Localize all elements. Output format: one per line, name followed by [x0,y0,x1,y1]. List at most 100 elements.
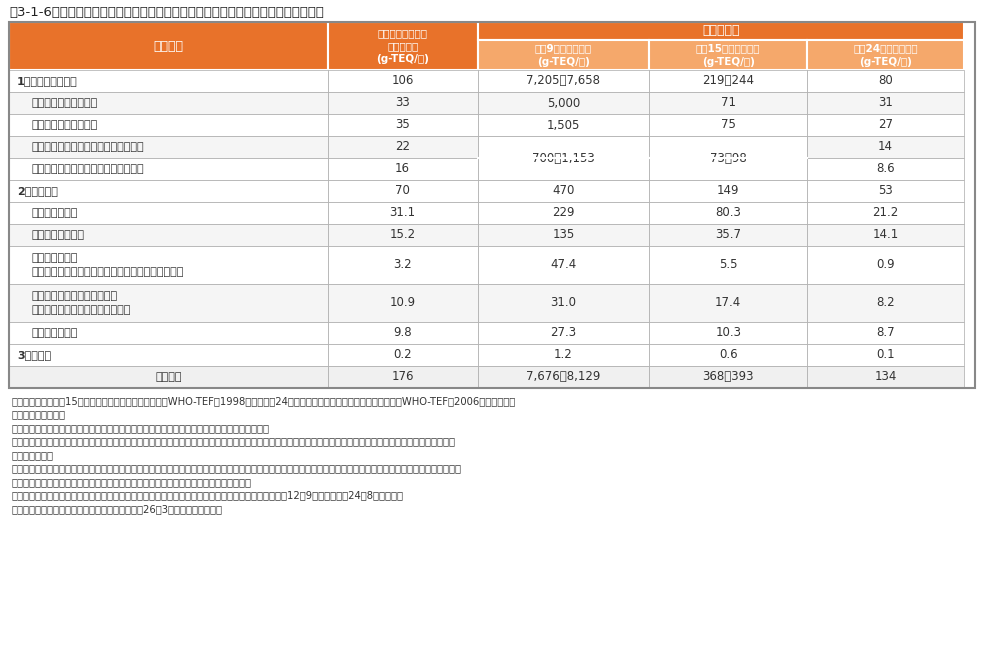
Text: 700～1,153: 700～1,153 [532,140,595,154]
Bar [9,202,328,224]
Bar [477,70,649,92]
Bar [328,114,477,136]
Bar [477,322,649,344]
Text: 73～98: 73～98 [709,151,747,164]
Bar [807,158,964,180]
Text: ⑷アルミニウム合金製造施設
　（焙焼炉、溶解炉及び乾燥炉）: ⑷アルミニウム合金製造施設 （焙焼炉、溶解炉及び乾燥炉） [31,291,130,315]
Text: ⑸その他の施設: ⑸その他の施設 [31,328,78,338]
Bar [807,92,964,114]
Bar [9,366,328,388]
Text: 合　　計: 合 計 [155,372,182,382]
Text: 平成24年における量
(g-TEQ/年): 平成24年における量 (g-TEQ/年) [853,43,918,67]
Bar [328,22,477,70]
Text: 1,505: 1,505 [547,119,581,132]
Bar [328,284,477,322]
Bar [649,224,807,246]
Text: 8.7: 8.7 [877,326,895,339]
Text: ３：前回計画までは、小型廃棄物焼却炉等については、特別法規制対象及び対象外を一括して目標を設定していたが、今回から両者を区分して目標を設定すること: ３：前回計画までは、小型廃棄物焼却炉等については、特別法規制対象及び対象外を一括… [11,437,455,447]
Text: 149: 149 [717,184,739,197]
Bar [9,284,328,322]
Text: 70: 70 [396,184,410,197]
Text: 27: 27 [878,119,893,132]
Bar [477,224,649,246]
Bar [9,70,328,92]
Bar [807,224,964,246]
Text: とした。: とした。 [11,450,53,460]
Bar [477,180,649,202]
Bar [328,70,477,92]
Text: 15.2: 15.2 [390,228,415,241]
Text: ⑴製鋼用電気炉: ⑴製鋼用電気炉 [31,208,78,218]
Text: で表示した。: で表示した。 [11,410,65,419]
Bar [649,158,807,180]
Text: 9.8: 9.8 [394,326,412,339]
Text: ⑶小型廃棄物焼却炉等（法規制対象）: ⑶小型廃棄物焼却炉等（法規制対象） [31,142,144,152]
Text: 7,676～8,129: 7,676～8,129 [526,371,600,384]
Bar [328,92,477,114]
Bar [649,114,807,136]
Text: 80.3: 80.3 [715,206,741,219]
Text: 推計排出量: 推計排出量 [703,25,740,38]
Bar [477,158,649,180]
Bar [807,70,964,92]
Text: 176: 176 [392,371,414,384]
Text: 134: 134 [875,371,896,384]
Text: 2　産業分野: 2 産業分野 [17,186,58,196]
Bar [477,136,649,158]
Text: ⑵産業廃棄物焼却施設: ⑵産業廃棄物焼却施設 [31,120,97,130]
Text: 21.2: 21.2 [873,206,898,219]
Text: 標設定対象から除外した（このため、過去の推計排出量にも算入していない。）。: 標設定対象から除外した（このため、過去の推計排出量にも算入していない。）。 [11,477,251,487]
Bar [9,22,975,388]
Text: ⑵鉄鋼業焼結施設: ⑵鉄鋼業焼結施設 [31,230,84,240]
Bar [9,92,328,114]
Bar [649,202,807,224]
Bar [477,136,649,180]
Text: ２：削減目標量は、排出ガス及び排水中のダイオキシン類削減措置を講じた後の排出量の値。: ２：削減目標量は、排出ガス及び排水中のダイオキシン類削減措置を講じた後の排出量の… [11,423,269,433]
Bar [807,114,964,136]
Text: 17.4: 17.4 [715,297,741,310]
Bar [9,158,328,180]
Bar [9,22,328,70]
Text: 注１：平成９年及び15年の排出量は毒性等価係数としてWHO-TEF（1998）を、平成24年の排出量及び削減目標量は可能な範囲でWHO-TEF（2006）を用い: 注１：平成９年及び15年の排出量は毒性等価係数としてWHO-TEF（1998）を… [11,396,516,406]
Bar [477,246,649,284]
Bar [807,180,964,202]
Text: 47.4: 47.4 [550,258,577,271]
Text: 80: 80 [879,75,893,88]
Bar [649,344,807,366]
Text: 3.2: 3.2 [394,258,412,271]
Bar [807,202,964,224]
Text: 10.9: 10.9 [390,297,415,310]
Text: 0.6: 0.6 [719,349,737,361]
Text: 75: 75 [720,119,736,132]
Bar [477,366,649,388]
Text: 資料：「我が国における事業活動に伴い排出されるダイオキシン類の量を削減するための計画」（平成12年9月制定、平成24年8月変更）、: 資料：「我が国における事業活動に伴い排出されるダイオキシン類の量を削減するための… [11,491,403,500]
Text: 22: 22 [396,140,410,154]
Text: 219～244: 219～244 [703,75,754,88]
Bar [477,344,649,366]
Text: 135: 135 [552,228,575,241]
Bar [328,158,477,180]
Bar [9,136,328,158]
Bar [477,92,649,114]
Text: 31.0: 31.0 [550,297,577,310]
Text: ⑶亜鉛回収施設
　（焙焼炉、焼結炉、溶鉱炉、溶解炉及び乾燥炉）: ⑶亜鉛回収施設 （焙焼炉、焼結炉、溶鉱炉、溶解炉及び乾燥炉） [31,253,183,276]
Bar [328,322,477,344]
Text: 7,205～7,658: 7,205～7,658 [526,75,600,88]
Text: 106: 106 [392,75,414,88]
Bar [649,180,807,202]
Bar [477,202,649,224]
Text: ⑷小型廃棄物焼却炉（法規制対象外）: ⑷小型廃棄物焼却炉（法規制対象外） [31,164,144,174]
Text: ４：「３　その他」は下水道終末処理施設及び最終処分場である。前回までの削減計画には火葬場、たばこの煙及び自動車排出ガスを含んでいたが、今次計画では目: ４：「３ その他」は下水道終末処理施設及び最終処分場である。前回までの削減計画に… [11,463,461,474]
Text: 16: 16 [396,162,410,175]
Bar [477,284,649,322]
Bar [807,366,964,388]
Text: 10.3: 10.3 [715,326,741,339]
Text: 700～1,153: 700～1,153 [532,151,595,164]
Text: 53: 53 [879,184,893,197]
Bar [477,22,964,40]
Bar [9,114,328,136]
Bar [328,366,477,388]
Text: 平成9年における量
(g-TEQ/年): 平成9年における量 (g-TEQ/年) [535,43,592,67]
Text: 8.6: 8.6 [877,162,895,175]
Text: 31: 31 [878,97,893,110]
